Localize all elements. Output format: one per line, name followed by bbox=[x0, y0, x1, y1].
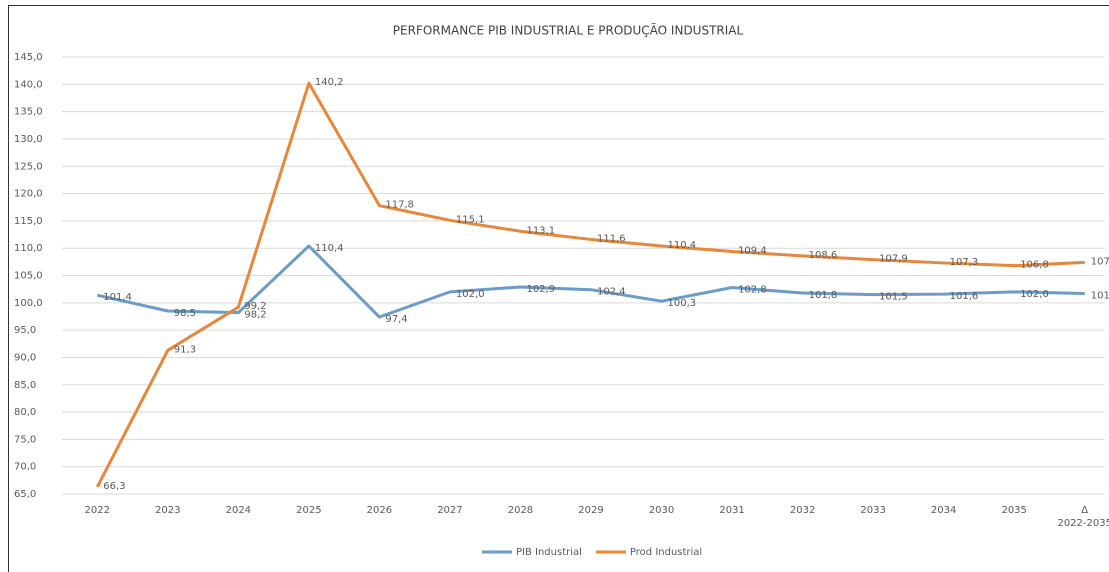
data-label: 108,6 bbox=[809, 250, 838, 261]
y-tick-label: 120,0 bbox=[14, 189, 43, 200]
data-label: 102,0 bbox=[456, 289, 485, 300]
y-tick-label: 90,0 bbox=[14, 352, 36, 363]
series-line bbox=[95, 81, 1085, 488]
data-label: 102,8 bbox=[738, 285, 767, 296]
y-tick-label: 105,0 bbox=[14, 271, 43, 282]
y-tick-label: 80,0 bbox=[14, 407, 36, 418]
legend-label: PIB Industrial bbox=[516, 547, 582, 558]
data-label: 107,3 bbox=[950, 257, 979, 268]
y-tick-label: 85,0 bbox=[14, 380, 36, 391]
data-label: 97,4 bbox=[385, 314, 407, 325]
y-tick-label: 65,0 bbox=[14, 489, 36, 500]
x-tick-label: 2032 bbox=[789, 505, 816, 516]
data-label: 102,9 bbox=[526, 284, 555, 295]
x-tick-label: Δ 2022-2035 bbox=[1057, 505, 1109, 529]
data-label: 113,1 bbox=[526, 225, 555, 236]
y-tick-label: 130,0 bbox=[14, 134, 43, 145]
y-tick-label: 110,0 bbox=[14, 243, 43, 254]
x-tick-label: 2033 bbox=[860, 505, 886, 516]
x-tick-label: 2027 bbox=[437, 505, 463, 516]
data-label: 101,7 bbox=[1091, 291, 1109, 302]
data-label: 115,1 bbox=[456, 214, 485, 225]
x-tick-label: 2029 bbox=[578, 505, 604, 516]
data-label: 98,5 bbox=[174, 308, 196, 319]
data-label: 91,3 bbox=[174, 344, 196, 355]
chart-title: PERFORMANCE PIB INDUSTRIAL E PRODUÇÃO IN… bbox=[393, 23, 744, 38]
y-tick-label: 95,0 bbox=[14, 325, 36, 336]
data-label: 98,2 bbox=[244, 310, 266, 321]
data-label: 140,2 bbox=[315, 77, 344, 88]
x-tick-label: 2022 bbox=[84, 505, 110, 516]
data-label: 117,8 bbox=[385, 200, 414, 211]
data-label: 106,8 bbox=[1020, 260, 1049, 271]
x-tick-label: 2031 bbox=[719, 505, 745, 516]
data-label: 102,0 bbox=[1020, 289, 1049, 300]
data-label: 102,4 bbox=[597, 287, 626, 298]
y-tick-label: 125,0 bbox=[14, 161, 43, 172]
data-label: 66,3 bbox=[103, 481, 125, 492]
y-tick-label: 140,0 bbox=[14, 79, 43, 90]
data-label: 101,8 bbox=[809, 290, 838, 301]
x-tick-label: 2028 bbox=[507, 505, 534, 516]
x-tick-label: 2025 bbox=[296, 505, 322, 516]
x-tick-label: 2023 bbox=[155, 505, 181, 516]
y-tick-label: 100,0 bbox=[14, 298, 43, 309]
data-label: 99,2 bbox=[244, 301, 266, 312]
data-label: 101,4 bbox=[103, 292, 132, 303]
x-tick-label: 2034 bbox=[930, 505, 957, 516]
x-tick-label: 2030 bbox=[648, 505, 675, 516]
data-label: 100,3 bbox=[668, 298, 697, 309]
y-tick-label: 145,0 bbox=[14, 52, 43, 63]
data-label: 110,4 bbox=[315, 243, 344, 254]
data-label: 101,6 bbox=[950, 291, 979, 302]
y-tick-label: 135,0 bbox=[14, 107, 43, 118]
data-label: 111,6 bbox=[597, 233, 626, 244]
series-line bbox=[96, 244, 1085, 319]
data-label: 101,5 bbox=[879, 292, 908, 303]
x-tick-label: 2024 bbox=[225, 505, 252, 516]
legend-label: Prod Industrial bbox=[630, 547, 702, 558]
y-tick-label: 70,0 bbox=[14, 462, 36, 473]
x-tick-label: 2026 bbox=[366, 505, 393, 516]
data-label: 109,4 bbox=[738, 245, 767, 256]
y-tick-label: 115,0 bbox=[14, 216, 43, 227]
data-label: 110,4 bbox=[668, 240, 697, 251]
y-tick-label: 75,0 bbox=[14, 434, 36, 445]
data-label: 107,9 bbox=[879, 254, 908, 265]
x-tick-label: 2035 bbox=[1001, 505, 1027, 516]
data-label: 107,4 bbox=[1091, 256, 1109, 267]
